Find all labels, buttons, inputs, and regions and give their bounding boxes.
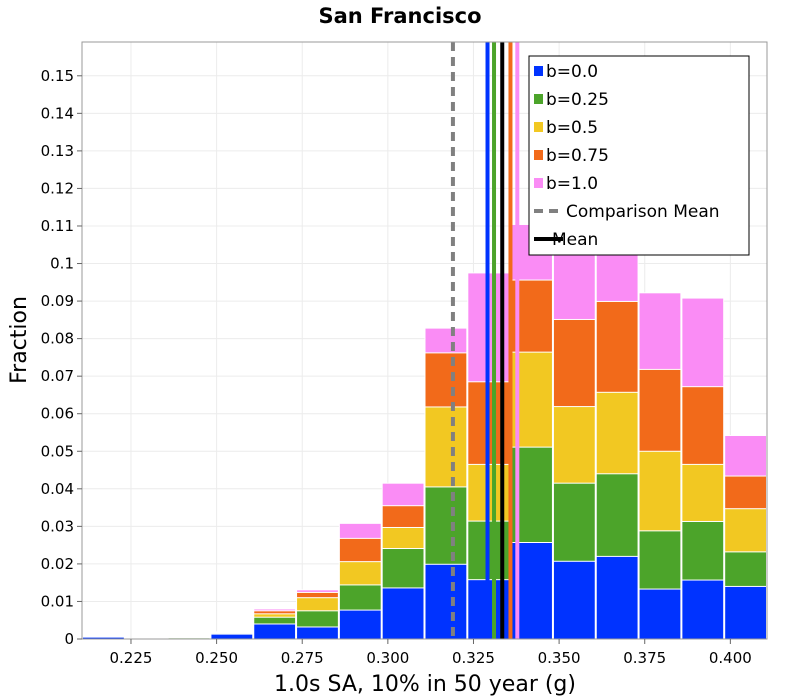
chart-title: San Francisco: [318, 4, 481, 28]
y-tick-label: 0.1: [50, 255, 74, 273]
legend: b=0.0 b=0.25 b=0.5 b=0.75 b=1.0 Comparison Me…: [528, 55, 750, 256]
bar-segment-b-0-0: [724, 585, 767, 640]
plot-border: [81, 41, 768, 640]
bar-segment-b-0-0: [210, 633, 254, 640]
y-axis-title: Fraction: [7, 296, 32, 384]
bar-segment-b-0-0: [681, 579, 725, 640]
x-tick-label: 0.225: [110, 649, 153, 667]
y-tick-label: 0.08: [41, 330, 74, 348]
x-axis-title: 1.0s SA, 10% in 50 year (g): [274, 672, 576, 697]
legend-entry-b-0-0-label: b=0.0: [546, 62, 598, 82]
x-tick-label: 0.275: [281, 649, 324, 667]
legend-entry-b-0-25-label: b=0.25: [546, 90, 609, 110]
bar-segment-b-0-0: [595, 555, 639, 640]
y-tick-label: 0.09: [41, 292, 74, 310]
bar-segment-b-0-0: [338, 609, 382, 640]
bar-segment-b-0-0: [424, 563, 468, 640]
y-tick-label: 0.14: [41, 104, 74, 122]
x-axis-ticks: 0.225 0.250 0.275 0.300 0.325 0.350 0.375 0.400: [110, 639, 752, 667]
y-tick-label: 0.05: [41, 442, 74, 460]
legend-box: [528, 55, 750, 256]
y-tick-label: 0.13: [41, 142, 74, 160]
legend-entry-b-0-0-swatch: [534, 66, 543, 76]
legend-entry-b-0-5-swatch: [534, 122, 543, 132]
y-tick-label: 0.04: [41, 480, 74, 498]
bar-segment-b-0-0: [638, 588, 682, 640]
x-tick-label: 0.250: [195, 649, 238, 667]
x-tick-label: 0.375: [623, 649, 666, 667]
legend-entry-b-0-25-swatch: [534, 94, 543, 104]
bar-segment-b-0-0: [296, 626, 339, 640]
bar-segment-b-0-0: [381, 587, 425, 640]
x-tick-label: 0.300: [366, 649, 409, 667]
y-tick-label: 0.12: [41, 179, 74, 197]
bar-segment-b-0-0: [552, 560, 596, 640]
legend-entry-b-0-5-label: b=0.5: [546, 118, 598, 138]
y-tick-label: 0.07: [41, 367, 74, 385]
x-tick-label: 0.350: [538, 649, 581, 667]
mean-lines: [450, 42, 520, 639]
legend-entry-comparison-mean-label: Comparison Mean: [566, 202, 720, 222]
legend-entry-b-0-75-label: b=0.75: [546, 146, 609, 166]
y-axis-ticks: 0 0.01 0.02 0.03 0.04 0.05 0.06 0.07 0.08 0.09 0.1…: [41, 67, 82, 648]
y-tick-label: 0.11: [41, 217, 74, 235]
legend-entry-b-1-0-label: b=1.0: [546, 174, 598, 194]
x-tick-label: 0.400: [709, 649, 752, 667]
y-tick-label: 0: [64, 630, 74, 648]
legend-entry-b-0-75-swatch: [534, 150, 543, 160]
y-tick-label: 0.15: [41, 67, 74, 85]
bar-segment-b-0-0: [253, 623, 297, 640]
y-tick-label: 0.02: [41, 555, 74, 573]
y-tick-label: 0.01: [41, 592, 74, 610]
y-tick-label: 0.03: [41, 517, 74, 535]
y-tick-label: 0.06: [41, 405, 74, 423]
legend-entry-mean-label: Mean: [552, 230, 598, 250]
legend-entry-b-1-0-swatch: [534, 178, 543, 188]
x-tick-label: 0.325: [452, 649, 495, 667]
